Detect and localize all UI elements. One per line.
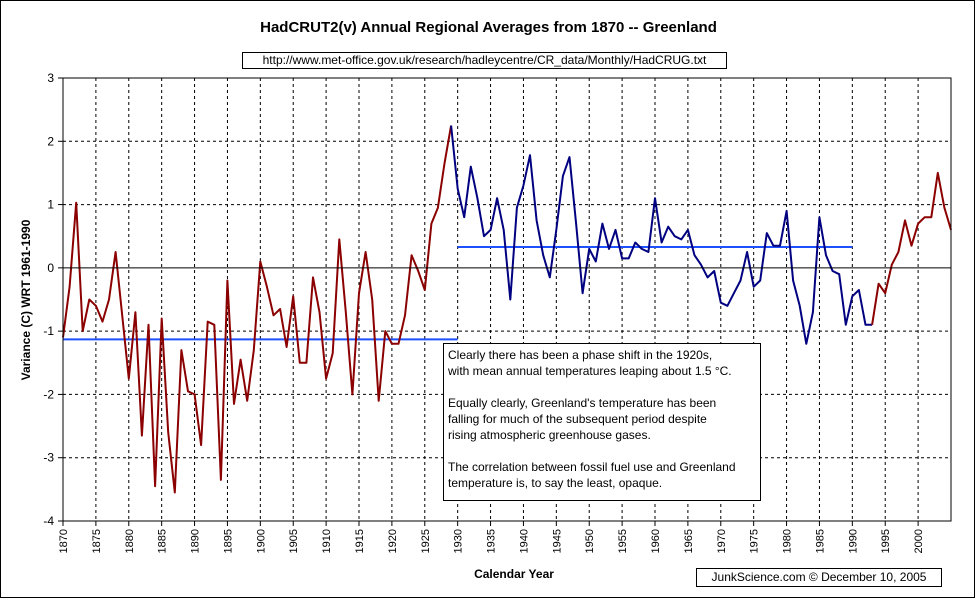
y-tick-label: -3 [43,451,54,465]
y-axis-label: Variance (C) WRT 1961-1990 [19,219,33,380]
x-tick-label: 1925 [420,529,432,553]
annotation-text: rising atmospheric greenhouse gases. [448,428,651,442]
x-tick-label: 1930 [453,529,465,553]
series-line [871,171,952,325]
x-tick-label: 1950 [584,529,596,553]
x-tick-label: 1970 [716,529,728,553]
x-tick-label: 1875 [91,529,103,553]
y-tick-label: 1 [47,198,54,212]
x-tick-label: 1920 [387,529,399,553]
annotation-text: Clearly there has been a phase shift in … [448,348,713,362]
x-tick-label: 1965 [683,529,695,553]
x-tick-label: 2000 [913,529,925,553]
x-axis-label: Calendar Year [474,567,554,581]
reference-lines [63,245,853,341]
x-tick-labels: 1870 1875 1880 1885 1890 1895 1900 1905 1910 1915… [58,529,925,553]
y-tick-label: 3 [47,71,54,85]
annotation-text: The correlation between fossil fuel use … [448,460,736,474]
credit-box: JunkScience.com © December 10, 2005 [696,568,942,587]
x-tick-label: 1945 [551,529,563,553]
annotation-text: falling for much of the subsequent perio… [448,412,707,426]
x-tick-label: 1960 [650,529,662,553]
annotation-text: with mean annual temperatures leaping ab… [448,364,732,378]
x-tick-label: 1890 [190,529,202,553]
x-tick-label: 1870 [58,529,70,553]
series-lines [62,125,952,494]
x-tick-label: 1895 [222,529,234,553]
x-tick-label: 1990 [847,529,859,553]
annotation-text: Equally clearly, Greenland's temperature… [448,396,717,410]
x-tick-label: 1880 [124,529,136,553]
x-tick-label: 1995 [880,529,892,553]
x-tick-label: 1940 [518,529,530,553]
annotation-box: Clearly there has been a phase shift in … [443,343,761,501]
x-tick-label: 1985 [814,529,826,553]
series-line [62,125,453,494]
annotation-text: temperature is, to say the least, opaque… [448,476,663,490]
y-tick-label: -2 [43,387,54,401]
x-tick-label: 1980 [782,529,794,553]
chart-title: HadCRUT2(v) Annual Regional Averages fro… [260,19,717,36]
series-line [450,125,873,345]
y-tick-label: 2 [47,134,54,148]
x-tick-label: 1910 [321,529,333,553]
y-tick-label: 0 [47,261,54,275]
y-tick-labels: 3 2 1 0 -1 -2 -3 -4 [43,71,54,528]
plot-area-border [62,77,952,522]
y-tick-label: -1 [43,324,54,338]
grid-lines [63,78,951,521]
source-url-box: http://www.met-office.gov.uk/research/ha… [242,52,727,69]
y-tick-label: -4 [43,514,54,528]
x-tick-label: 1915 [354,529,366,553]
x-tick-label: 1905 [288,529,300,553]
x-tick-label: 1955 [617,529,629,553]
x-tick-label: 1935 [486,529,498,553]
x-tick-label: 1885 [157,529,169,553]
x-tick-label: 1975 [749,529,761,553]
axes [58,77,952,526]
x-tick-label: 1900 [255,529,267,553]
